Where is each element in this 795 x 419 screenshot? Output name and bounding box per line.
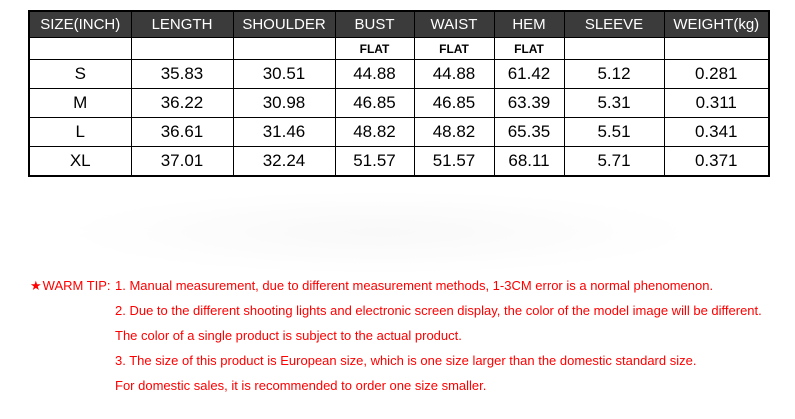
table-cell — [563, 37, 665, 60]
table-cell — [28, 37, 132, 60]
table-row-s: S 35.83 30.51 44.88 44.88 61.42 5.12 0.2… — [28, 59, 770, 89]
warm-tip-line: ★WARM TIP: 1. Manual measurement, due to… — [30, 273, 792, 298]
table-cell: 46.85 — [413, 88, 495, 118]
table-cell: 0.371 — [663, 146, 770, 177]
table-cell: 5.31 — [563, 88, 665, 118]
table-cell: 30.98 — [232, 88, 336, 118]
table-cell: 68.11 — [493, 146, 565, 177]
table-cell: XL — [28, 146, 132, 177]
table-cell: 5.12 — [563, 59, 665, 89]
table-cell: 0.341 — [663, 117, 770, 147]
table-cell: 44.88 — [334, 59, 415, 89]
table-cell: 0.311 — [663, 88, 770, 118]
table-row-xl: XL 37.01 32.24 51.57 51.57 68.11 5.71 0.… — [28, 146, 770, 177]
flat-row: FLAT FLAT FLAT — [28, 37, 770, 60]
table-cell — [232, 37, 336, 60]
table-cell — [130, 37, 234, 60]
column-header-weight: WEIGHT(kg) — [663, 10, 770, 38]
column-header-bust: BUST — [334, 10, 415, 38]
table-cell: 0.281 — [663, 59, 770, 89]
column-header-shoulder: SHOULDER — [232, 10, 336, 38]
warm-tip-section: ★WARM TIP: 1. Manual measurement, due to… — [30, 273, 792, 398]
warm-tip-text: 1. Manual measurement, due to different … — [115, 278, 714, 293]
table-cell: 46.85 — [334, 88, 415, 118]
table-cell: 48.82 — [334, 117, 415, 147]
table-cell: 63.39 — [493, 88, 565, 118]
size-chart-table: SIZE(INCH) LENGTH SHOULDER BUST WAIST HE… — [28, 10, 770, 177]
table-row-m: M 36.22 30.98 46.85 46.85 63.39 5.31 0.3… — [28, 88, 770, 118]
warm-tip-label-text: WARM TIP: — [42, 278, 111, 293]
table-cell: FLAT — [413, 37, 495, 60]
watermark-smudge — [60, 190, 700, 275]
table-cell: 32.24 — [232, 146, 336, 177]
column-header-sleeve: SLEEVE — [563, 10, 665, 38]
warm-tip-line: For domestic sales, it is recommended to… — [115, 378, 487, 393]
warm-tip-label: ★WARM TIP: — [30, 273, 115, 298]
warm-tip-line: 3. The size of this product is European … — [115, 353, 697, 368]
table-cell: L — [28, 117, 132, 147]
table-cell: M — [28, 88, 132, 118]
column-header-size: SIZE(INCH) — [28, 10, 132, 38]
table-cell: 30.51 — [232, 59, 336, 89]
table-cell — [663, 37, 770, 60]
header-row: SIZE(INCH) LENGTH SHOULDER BUST WAIST HE… — [28, 10, 770, 38]
table-cell: 31.46 — [232, 117, 336, 147]
table-cell: 5.51 — [563, 117, 665, 147]
table-cell: 51.57 — [413, 146, 495, 177]
table-cell: 65.35 — [493, 117, 565, 147]
table-cell: 61.42 — [493, 59, 565, 89]
table-cell: FLAT — [493, 37, 565, 60]
warm-tip-line: The color of a single product is subject… — [115, 328, 462, 343]
table-cell: 5.71 — [563, 146, 665, 177]
table-cell: 36.22 — [130, 88, 234, 118]
table-row-l: L 36.61 31.46 48.82 48.82 65.35 5.51 0.3… — [28, 117, 770, 147]
column-header-waist: WAIST — [413, 10, 495, 38]
table-cell: 36.61 — [130, 117, 234, 147]
table-cell: 35.83 — [130, 59, 234, 89]
table-cell: S — [28, 59, 132, 89]
table-cell: 48.82 — [413, 117, 495, 147]
column-header-length: LENGTH — [130, 10, 234, 38]
table-cell: FLAT — [334, 37, 415, 60]
warm-tip-line: 2. Due to the different shooting lights … — [115, 303, 762, 318]
table-cell: 37.01 — [130, 146, 234, 177]
table-cell: 44.88 — [413, 59, 495, 89]
star-icon: ★ — [30, 278, 42, 293]
column-header-hem: HEM — [493, 10, 565, 38]
table-cell: 51.57 — [334, 146, 415, 177]
